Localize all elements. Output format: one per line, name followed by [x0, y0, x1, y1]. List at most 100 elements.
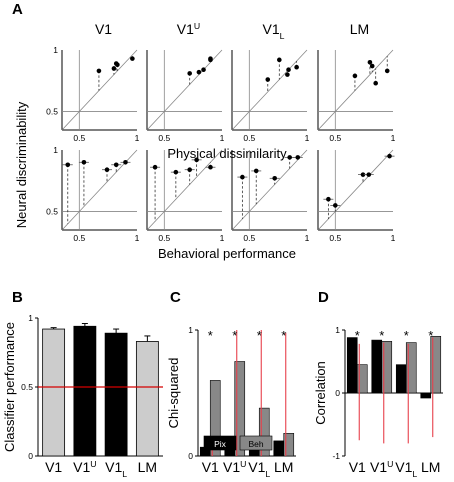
bar-beh-v1-panel-d [356, 364, 368, 394]
bar-pix-v1u-panel-d [371, 339, 383, 394]
bar-v1 [42, 328, 66, 457]
point-row2-v1u [208, 164, 213, 170]
panel-letter-c: C [170, 289, 181, 306]
y-tick-panel-b: 1 [28, 313, 33, 323]
y-label-panel-c: Chi-squared [166, 358, 181, 429]
point-row1-v1l [286, 67, 291, 72]
y-label-panel-b: Classifier performance [2, 322, 17, 452]
x-tick-panel-c-lm: LM [274, 459, 293, 475]
significance-star-v1-panel-c: * [208, 328, 213, 343]
x-tick-row2-v1l: 1 [305, 233, 310, 243]
panel-letter-a: A [12, 1, 23, 18]
x-tick-row2-v1u: 1 [220, 233, 225, 243]
point-row2-v1 [113, 162, 119, 168]
significance-star-v1l-panel-c: * [257, 328, 262, 343]
point-row1-v1 [96, 68, 102, 74]
y-tick-row1-v1: 1 [53, 45, 58, 55]
legend-label-beh: Beh [248, 439, 263, 449]
point-row1-v1u [187, 71, 192, 76]
point-row2-v1 [123, 160, 128, 165]
point-row1-lm [384, 68, 390, 74]
x-tick-panel-c-v1: V1 [202, 459, 219, 475]
point-row2-v1u [173, 169, 179, 175]
y-tick-row1-v1: 0.5 [46, 107, 58, 117]
bar-pix-lm-panel-c [273, 440, 285, 457]
point-row1-v1l [285, 72, 290, 77]
identity-line-row1-v1u [146, 49, 223, 131]
point-row2-v1l [240, 174, 245, 180]
point-row1-lm [373, 80, 378, 86]
legend-label-pix: Pix [214, 439, 227, 449]
x-tick-row2-v1u: 0.5 [158, 233, 170, 243]
x-tick-panel-d-v1l: V1L [395, 459, 417, 479]
identity-line-row2-v1u [146, 149, 223, 231]
point-row2-v1l [253, 168, 259, 174]
x-label-row2: Behavioral performance [158, 246, 296, 261]
x-tick-row2-v1l: 0.5 [243, 233, 255, 243]
x-tick-panel-d-v1: V1 [349, 459, 366, 475]
bar-beh-v1u-panel-c [234, 361, 246, 457]
point-row2-lm [326, 196, 331, 202]
identity-line-row1-lm [317, 49, 394, 131]
y-tick-panel-c: 1 [188, 325, 193, 335]
point-row2-lm [360, 172, 366, 177]
legend-swatch-beh [239, 435, 273, 451]
bar-v1u [73, 325, 97, 457]
x-tick-row1-v1u: 1 [220, 133, 225, 143]
significance-star-v1l-panel-d: * [404, 328, 409, 343]
bar-lm [135, 341, 159, 457]
y-tick-panel-b: 0.5 [21, 382, 33, 392]
point-row2-v1l [287, 155, 292, 160]
significance-star-v1u-panel-c: * [232, 328, 237, 343]
x-tick-panel-b-v1: V1 [45, 459, 62, 475]
identity-line-row2-lm [317, 149, 394, 231]
panel-letter-b: B [12, 289, 23, 306]
point-row1-v1u [208, 56, 213, 61]
point-row2-v1u [152, 164, 158, 170]
x-tick-panel-b-v1l: V1L [105, 459, 127, 479]
area-title-v1u: V1U [177, 21, 200, 37]
bar-v1l [104, 332, 128, 457]
area-title-v1: V1 [95, 21, 112, 37]
x-tick-row1-v1u: 0.5 [158, 133, 170, 143]
point-row1-v1u [196, 69, 202, 75]
point-row1-v1l [294, 64, 299, 70]
point-row2-lm [366, 172, 372, 177]
point-row2-lm [333, 203, 338, 208]
x-tick-row2-v1: 0.5 [73, 233, 85, 243]
y-tick-panel-d: 1 [335, 325, 340, 335]
area-title-v1l: V1L [263, 21, 285, 41]
point-row1-lm [352, 73, 358, 79]
point-row2-v1 [81, 160, 87, 165]
x-tick-row2-v1: 1 [135, 233, 140, 243]
point-row1-v1l [277, 57, 282, 63]
x-tick-row2-lm: 1 [391, 233, 396, 243]
significance-star-v1u-panel-d: * [379, 328, 384, 343]
bar-pix-lm-panel-d [420, 392, 432, 399]
point-row1-lm [367, 60, 373, 65]
bar-beh-v1l-panel-c [258, 407, 270, 457]
x-tick-row1-lm: 0.5 [329, 133, 341, 143]
point-row1-v1l [265, 77, 271, 82]
x-tick-panel-c-v1u: V1U [223, 459, 246, 475]
point-row1-v1u [201, 67, 206, 72]
point-row1-lm [369, 63, 375, 69]
x-tick-panel-d-v1u: V1U [370, 459, 393, 475]
significance-star-v1-panel-d: * [355, 328, 360, 343]
y-label-panel-d: Correlation [313, 361, 328, 425]
significance-star-lm-panel-c: * [281, 328, 286, 343]
x-tick-panel-b-v1u: V1U [73, 459, 96, 475]
y-tick-panel-d: -1 [332, 451, 340, 461]
identity-line-row2-v1l [231, 149, 308, 231]
point-row2-v1 [65, 162, 71, 168]
x-tick-row2-lm: 0.5 [329, 233, 341, 243]
point-row2-v1u [194, 157, 199, 163]
x-tick-panel-b-lm: LM [138, 459, 157, 475]
bar-beh-v1-panel-c [209, 380, 221, 457]
bar-beh-v1u-panel-d [381, 341, 393, 394]
point-row2-v1 [104, 167, 110, 172]
x-tick-row1-v1l: 0.5 [243, 133, 255, 143]
bar-beh-lm-panel-d [430, 335, 442, 394]
y-tick-row2-v1: 0.5 [46, 207, 58, 217]
